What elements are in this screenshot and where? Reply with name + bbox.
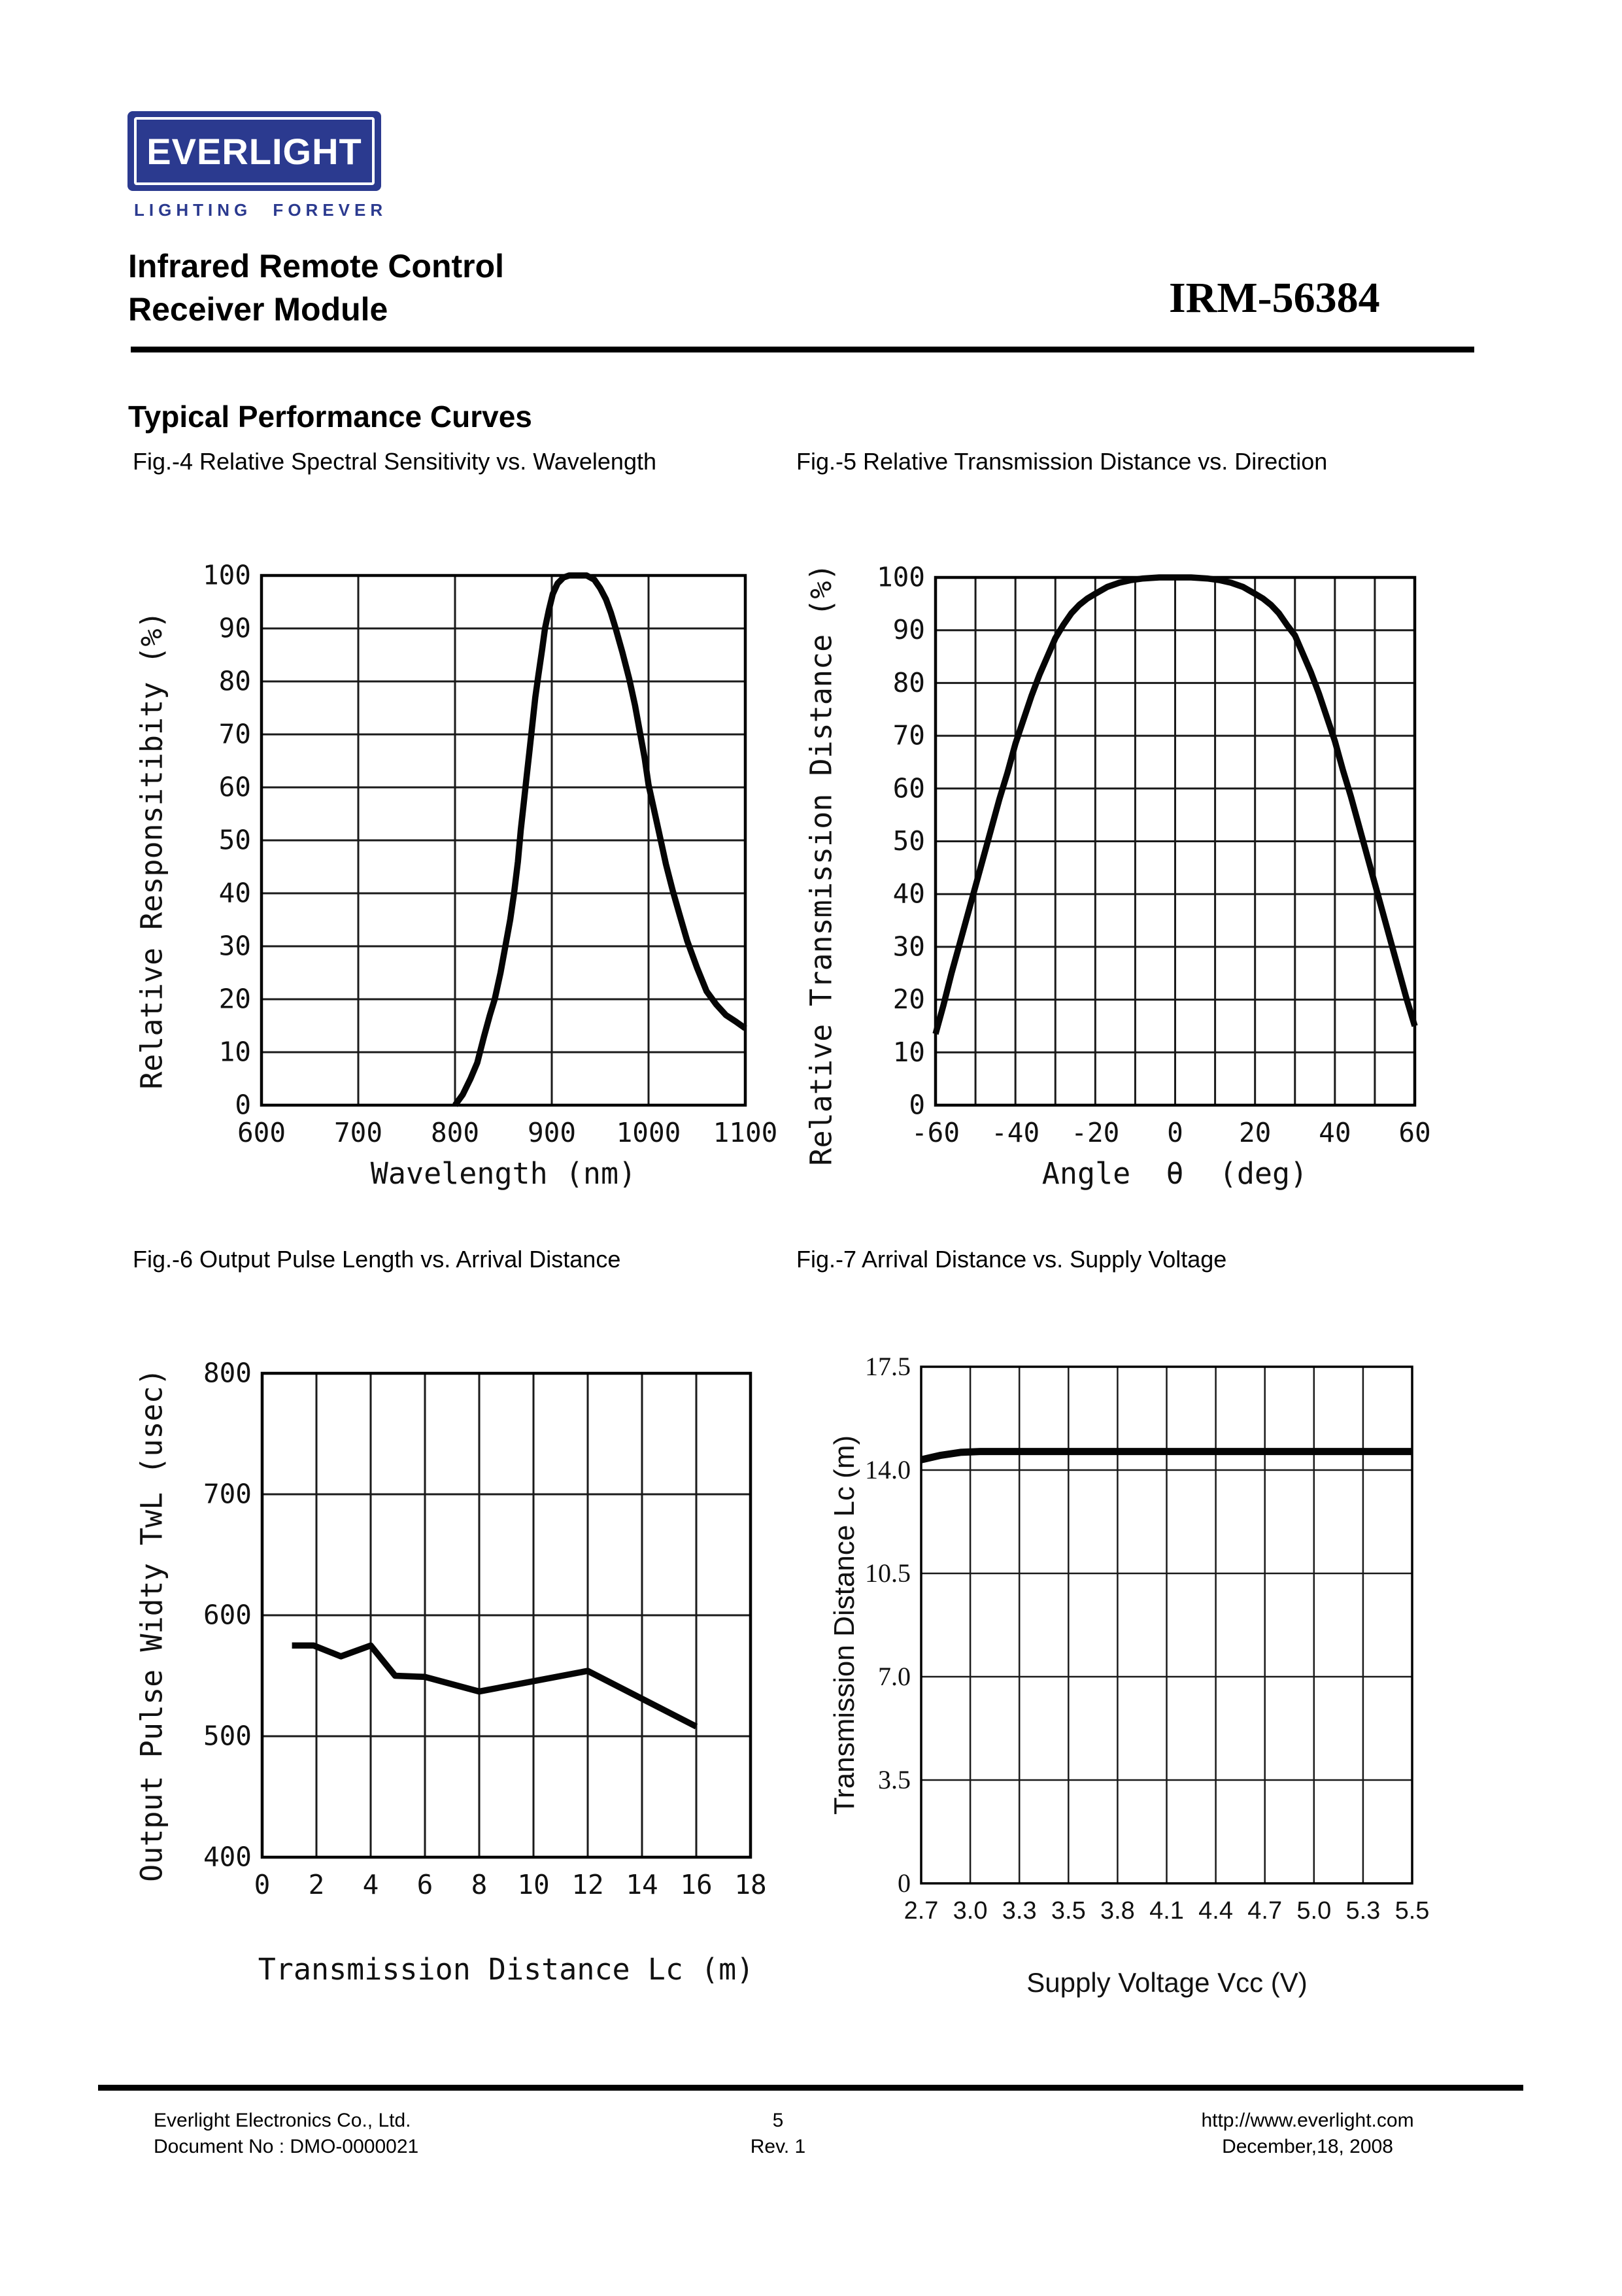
footer-revision: Rev. 1 (750, 2136, 806, 2157)
svg-text:12: 12 (571, 1869, 603, 1900)
svg-text:0: 0 (1167, 1117, 1183, 1148)
svg-text:20: 20 (893, 984, 925, 1015)
footer-page-number: 5 (772, 2110, 784, 2131)
svg-text:40: 40 (219, 878, 251, 909)
svg-text:5.0: 5.0 (1296, 1897, 1331, 1925)
section-title: Typical Performance Curves (128, 400, 532, 434)
fig7-caption: Fig.-7 Arrival Distance vs. Supply Volta… (796, 1246, 1227, 1273)
footer-website: http://www.everlight.com (1201, 2110, 1414, 2131)
fig5-y-axis-title: Relative Transmission Distance (%) (803, 563, 839, 1166)
svg-text:20: 20 (219, 984, 251, 1015)
svg-text:4: 4 (363, 1869, 379, 1900)
everlight-logo: EVERLIGHT (127, 111, 381, 191)
svg-text:17.5: 17.5 (865, 1352, 911, 1381)
logo-tagline: LIGHTING FOREVER (134, 200, 388, 220)
svg-text:100: 100 (877, 562, 925, 593)
svg-text:2.7: 2.7 (904, 1897, 939, 1925)
svg-text:60: 60 (219, 772, 251, 803)
product-title-line2: Receiver Module (128, 291, 388, 328)
svg-text:80: 80 (893, 667, 925, 698)
svg-text:-20: -20 (1071, 1117, 1119, 1148)
svg-text:40: 40 (1319, 1117, 1351, 1148)
svg-text:800: 800 (203, 1358, 252, 1389)
svg-text:60: 60 (1398, 1117, 1430, 1148)
svg-text:7.0: 7.0 (878, 1662, 911, 1691)
svg-text:100: 100 (203, 560, 251, 591)
svg-text:10: 10 (893, 1037, 925, 1068)
svg-text:10: 10 (517, 1869, 549, 1900)
svg-text:1100: 1100 (713, 1117, 778, 1148)
svg-text:-60: -60 (911, 1117, 960, 1148)
svg-text:600: 600 (203, 1600, 252, 1631)
svg-text:700: 700 (334, 1117, 382, 1148)
svg-text:90: 90 (893, 614, 925, 645)
fig6-y-axis-title: Output Pulse Widty TwL (usec) (134, 1368, 169, 1882)
svg-text:400: 400 (203, 1842, 252, 1873)
svg-text:3.5: 3.5 (878, 1765, 911, 1794)
svg-text:0: 0 (909, 1089, 925, 1121)
svg-text:1000: 1000 (617, 1117, 681, 1148)
fig4-caption: Fig.-4 Relative Spectral Sensitivity vs.… (133, 448, 656, 475)
svg-text:30: 30 (893, 931, 925, 962)
footer-company: Everlight Electronics Co., Ltd. (154, 2110, 411, 2131)
svg-text:0: 0 (254, 1869, 271, 1900)
svg-text:2: 2 (309, 1869, 325, 1900)
svg-text:60: 60 (893, 772, 925, 804)
svg-text:6: 6 (417, 1869, 433, 1900)
svg-text:4.1: 4.1 (1149, 1897, 1184, 1925)
fig4-y-axis-title: Relative Responsitibity (%) (134, 611, 169, 1089)
svg-text:20: 20 (1239, 1117, 1271, 1148)
svg-text:14: 14 (626, 1869, 658, 1900)
svg-text:18: 18 (734, 1869, 766, 1900)
svg-text:70: 70 (219, 719, 251, 750)
svg-text:80: 80 (219, 666, 251, 697)
logo-inner-frame: EVERLIGHT (134, 117, 375, 185)
footer-rule (98, 2085, 1523, 2091)
svg-text:900: 900 (528, 1117, 576, 1148)
svg-text:600: 600 (237, 1117, 286, 1148)
svg-text:8: 8 (471, 1869, 488, 1900)
svg-text:90: 90 (219, 613, 251, 644)
svg-text:16: 16 (680, 1869, 712, 1900)
footer-document-no: Document No : DMO-0000021 (154, 2136, 419, 2157)
svg-text:3.3: 3.3 (1002, 1897, 1037, 1925)
fig7-y-axis-title: Transmission Distance Lc (m) (828, 1435, 860, 1815)
svg-text:3.0: 3.0 (953, 1897, 988, 1925)
svg-text:500: 500 (203, 1721, 252, 1752)
svg-text:10: 10 (219, 1037, 251, 1068)
svg-text:700: 700 (203, 1479, 252, 1510)
svg-text:3.5: 3.5 (1051, 1897, 1086, 1925)
fig5-x-axis-title: Angle θ (deg) (1041, 1156, 1308, 1191)
svg-text:10.5: 10.5 (865, 1558, 911, 1588)
svg-text:70: 70 (893, 720, 925, 751)
fig6-x-axis-title: Transmission Distance Lc (m) (258, 1952, 754, 1987)
fig6-caption: Fig.-6 Output Pulse Length vs. Arrival D… (133, 1246, 621, 1273)
svg-text:50: 50 (893, 825, 925, 857)
svg-text:5.5: 5.5 (1395, 1897, 1430, 1925)
header-rule (131, 347, 1474, 352)
svg-text:-40: -40 (991, 1117, 1039, 1148)
footer-date: December,18, 2008 (1222, 2136, 1393, 2157)
svg-text:50: 50 (219, 825, 251, 856)
svg-text:5.3: 5.3 (1345, 1897, 1380, 1925)
svg-text:800: 800 (431, 1117, 479, 1148)
svg-text:0: 0 (898, 1868, 911, 1898)
product-title-line1: Infrared Remote Control (128, 248, 505, 284)
fig5-caption: Fig.-5 Relative Transmission Distance vs… (796, 448, 1328, 475)
svg-text:4.7: 4.7 (1247, 1897, 1282, 1925)
fig7-x-axis-title: Supply Voltage Vcc (V) (1026, 1967, 1308, 1998)
logo-brand-text: EVERLIGHT (146, 130, 362, 172)
fig4-x-axis-title: Wavelength (nm) (370, 1156, 637, 1191)
svg-text:4.4: 4.4 (1198, 1897, 1233, 1925)
svg-text:0: 0 (235, 1089, 251, 1121)
svg-text:3.8: 3.8 (1100, 1897, 1135, 1925)
svg-text:14.0: 14.0 (865, 1455, 911, 1484)
part-number: IRM-56384 (1169, 274, 1380, 322)
svg-text:40: 40 (893, 878, 925, 910)
svg-text:30: 30 (219, 931, 251, 962)
